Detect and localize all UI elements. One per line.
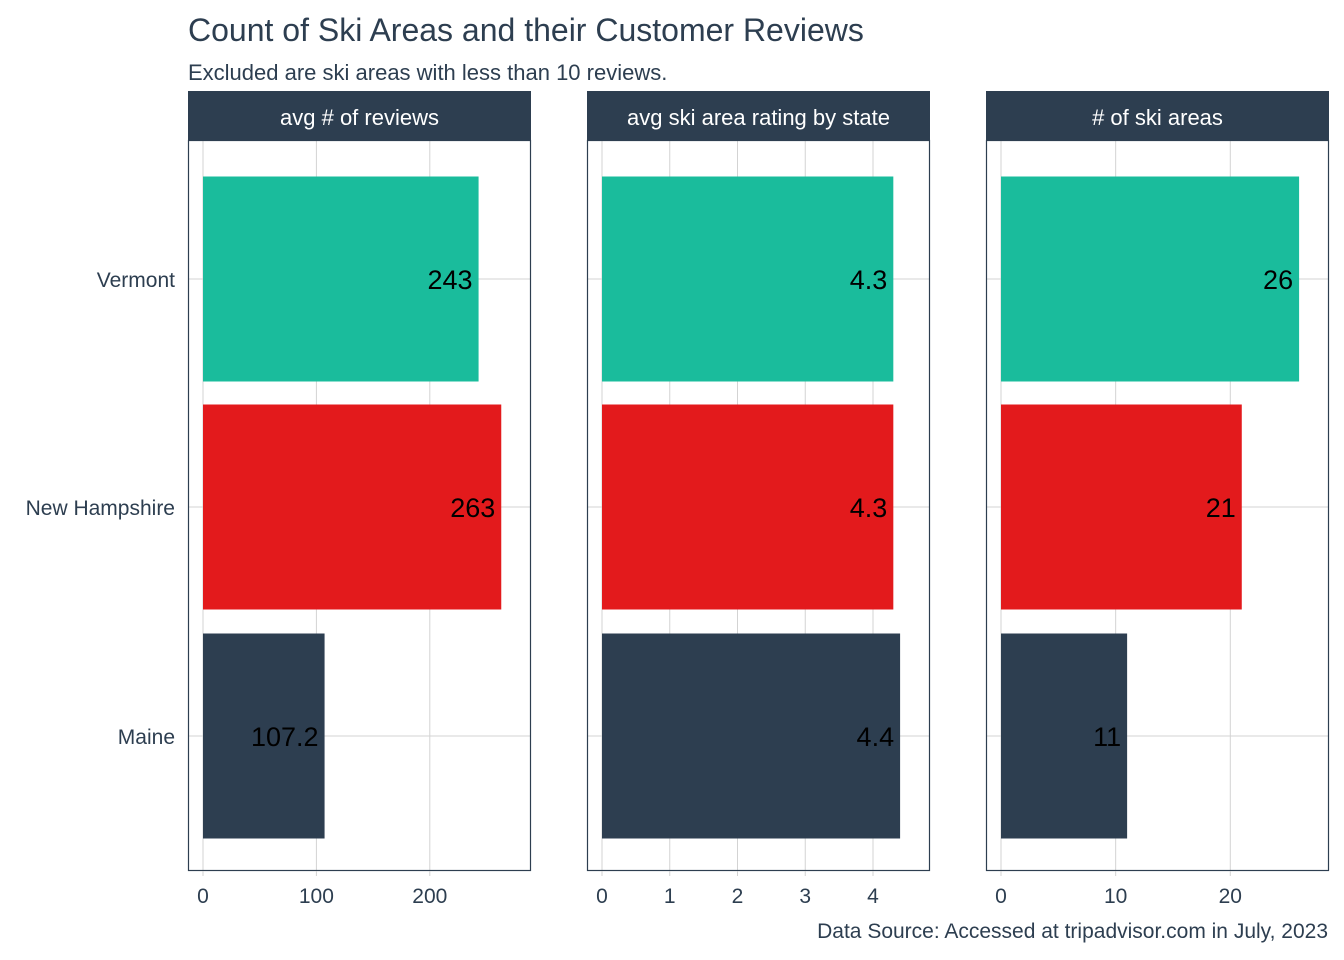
chart-title: Count of Ski Areas and their Customer Re… — [188, 12, 864, 48]
x-tick-label: 20 — [1219, 885, 1242, 908]
y-tick-label: Vermont — [97, 269, 175, 292]
value-label: 243 — [428, 265, 473, 295]
facet-strip — [986, 91, 1329, 140]
value-label: 4.3 — [850, 493, 888, 523]
value-label: 26 — [1263, 265, 1293, 295]
panel-border — [586, 139, 931, 872]
facet-strip — [587, 91, 930, 140]
bar-maine-avg-of-reviews — [203, 633, 325, 839]
chart-subtitle: Excluded are ski areas with less than 10… — [188, 60, 668, 85]
bar-vermont-of-ski-areas — [1001, 176, 1300, 382]
value-label: 4.3 — [850, 265, 888, 295]
x-tick-label: 100 — [299, 885, 334, 908]
x-tick-label: 1 — [664, 885, 676, 908]
x-tick-label: 0 — [995, 885, 1007, 908]
bar-vermont-avg-of-reviews — [203, 176, 479, 382]
facet-label: avg # of reviews — [280, 105, 439, 130]
x-tick-label: 3 — [799, 885, 811, 908]
panel-border — [985, 139, 1330, 872]
value-label: 21 — [1206, 493, 1236, 523]
y-tick-label: New Hampshire — [26, 497, 175, 520]
facet-label: # of ski areas — [1092, 105, 1223, 130]
bar-maine-avg-ski-area-rating-by-state — [602, 633, 901, 839]
y-tick-label: Maine — [118, 726, 175, 749]
facet-strip — [188, 91, 531, 140]
bar-new-hampshire-of-ski-areas — [1001, 404, 1242, 610]
x-tick-label: 0 — [596, 885, 608, 908]
bar-maine-of-ski-areas — [1001, 633, 1128, 839]
x-tick-label: 2 — [732, 885, 744, 908]
value-label: 4.4 — [857, 722, 895, 752]
value-label: 107.2 — [251, 722, 319, 752]
facet-label: avg ski area rating by state — [627, 105, 890, 130]
value-label: 263 — [450, 493, 495, 523]
x-tick-label: 0 — [197, 885, 209, 908]
x-tick-label: 200 — [412, 885, 447, 908]
x-tick-label: 10 — [1104, 885, 1127, 908]
bar-new-hampshire-avg-of-reviews — [203, 404, 502, 610]
value-label: 11 — [1093, 722, 1121, 752]
bar-vermont-avg-ski-area-rating-by-state — [602, 176, 894, 382]
panel-border — [187, 139, 532, 872]
bar-new-hampshire-avg-ski-area-rating-by-state — [602, 404, 894, 610]
chart-caption: Data Source: Accessed at tripadvisor.com… — [817, 920, 1328, 943]
x-tick-label: 4 — [867, 885, 879, 908]
